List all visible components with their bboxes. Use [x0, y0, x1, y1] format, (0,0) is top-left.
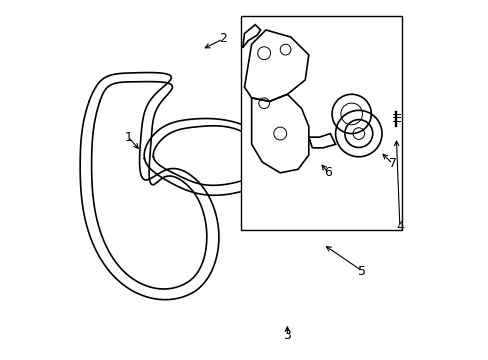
- Text: 3: 3: [283, 329, 291, 342]
- Text: 1: 1: [124, 131, 132, 144]
- Text: 6: 6: [324, 166, 332, 179]
- Text: 5: 5: [358, 265, 366, 278]
- Bar: [241, 16, 401, 230]
- Text: 7: 7: [388, 157, 396, 170]
- Text: 4: 4: [395, 220, 403, 233]
- Text: 2: 2: [219, 32, 226, 45]
